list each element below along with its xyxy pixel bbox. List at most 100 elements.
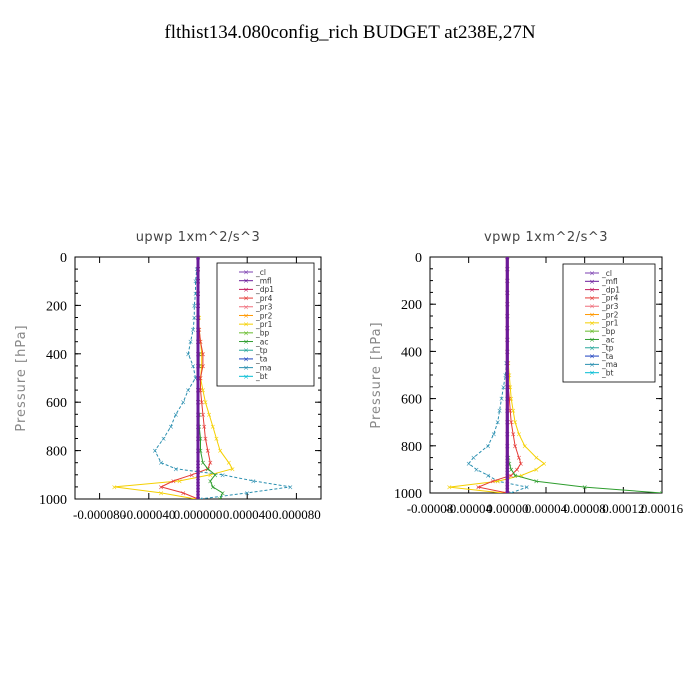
series-line-pr1 (449, 257, 545, 493)
series-point-ac: × (220, 489, 226, 497)
series-point-pr4: × (508, 472, 514, 480)
x-tick-label: 0.000080 (272, 507, 321, 522)
legend-entry: _pr4 (601, 294, 619, 303)
legend-entry: _tp (601, 344, 614, 353)
legend-marker: × (589, 319, 595, 327)
series-point-pr4: × (200, 362, 206, 370)
y-tick-label: 400 (401, 345, 422, 360)
series-point-mfl: × (504, 460, 510, 468)
series-point-mfl: × (504, 484, 510, 492)
legend-marker: × (589, 286, 595, 294)
chart-vpwp: vpwp 1xm^2/s^3 Pressure [hPa] 0 200 400 600 80… (369, 230, 684, 516)
y-tick-label: 800 (401, 440, 422, 455)
legend-entry: _bt (255, 372, 268, 381)
series-point-ma: × (250, 477, 256, 485)
legend-marker: × (243, 312, 249, 320)
legend-marker: × (243, 347, 249, 355)
series-point-mfl: × (504, 490, 510, 498)
series-point-ma: × (173, 411, 179, 419)
series-line-pr1 (114, 257, 234, 499)
series-point-mfl: × (195, 399, 201, 407)
series-point-pr4: × (510, 431, 516, 439)
series-point-mfl: × (195, 338, 201, 346)
series-point-ma: × (524, 484, 530, 492)
series-line-ma (154, 257, 291, 499)
series-point-pr4: × (158, 483, 164, 491)
series-point-ma: × (190, 362, 196, 370)
y-tick-label: 600 (46, 396, 67, 411)
series-point-mfl: × (504, 478, 510, 486)
series-point-mfl: × (504, 472, 510, 480)
legend-marker: × (243, 321, 249, 329)
legend-entry: _cl (601, 269, 612, 278)
x-tick-label: 0.00000 (486, 501, 528, 516)
series-point-mfl: × (195, 465, 201, 473)
legend-marker: × (243, 286, 249, 294)
legend-entry: _pr4 (255, 294, 273, 303)
legend-entry: _ma (255, 363, 272, 372)
series-point-ma: × (502, 372, 508, 380)
series-point-mfl: × (504, 419, 510, 427)
series-point-mfl: × (195, 266, 201, 274)
legend-entry: _pr1 (601, 319, 619, 328)
series-point-ac: × (198, 435, 204, 443)
series-point-ac: × (512, 472, 518, 480)
legend-marker: × (589, 344, 595, 352)
series-point-pr4: × (506, 395, 512, 403)
series-point-mfl: × (195, 278, 201, 286)
legend-entry: _bt (601, 368, 614, 377)
series-point-mfl: × (195, 375, 201, 383)
series-point-pr1: × (533, 454, 539, 462)
series-point-pr1: × (177, 477, 183, 485)
series-point-pr1: × (541, 460, 547, 468)
series-point-pr1: × (495, 478, 501, 486)
series-point-mfl: × (195, 423, 201, 431)
series-point-mfl: × (504, 454, 510, 462)
series-point-mfl: × (504, 442, 510, 450)
series-point-mfl: × (195, 387, 201, 395)
series-point-mfl: × (195, 302, 201, 310)
series-point-mfl: × (504, 360, 510, 368)
series-point-mfl: × (504, 466, 510, 474)
series-point-pr1: × (230, 465, 236, 473)
x-tick-label: 0.00012 (602, 501, 644, 516)
series-point-pr4: × (200, 411, 206, 419)
series-point-ma: × (193, 278, 199, 286)
series-point-ac: × (198, 447, 204, 455)
series-point-pr1: × (522, 442, 528, 450)
series-point-ma: × (173, 465, 179, 473)
series-point-mfl: × (504, 372, 510, 380)
series-point-mfl: × (504, 254, 510, 262)
y-tick-label: 400 (46, 348, 67, 363)
x-tick-label: 0.000000 (174, 507, 223, 522)
series-point-pr1: × (199, 350, 205, 358)
series-point-mfl: × (195, 483, 201, 491)
series-point-ma: × (193, 290, 199, 298)
series-point-pr4: × (205, 447, 211, 455)
series-point-ac: × (506, 460, 512, 468)
series-point-ma: × (185, 387, 191, 395)
legend-entry: _pr2 (601, 310, 619, 319)
series-point-pr4: × (199, 399, 205, 407)
series-point-pr4: × (198, 338, 204, 346)
series-point-ac: × (205, 465, 211, 473)
series-point-pr1: × (111, 483, 117, 491)
series-point-ma: × (501, 383, 507, 391)
series-point-mfl: × (195, 254, 201, 262)
series-point-pr1: × (193, 496, 199, 504)
series-point-mfl: × (195, 362, 201, 370)
legend-entry: _cl (255, 268, 266, 277)
series-point-ma: × (198, 496, 204, 504)
legend-entry: _ta (601, 352, 613, 361)
legend-entry: _bp (601, 327, 616, 336)
series-point-mfl: × (195, 471, 201, 479)
y-axis-label: Pressure [hPa] (14, 324, 29, 431)
series-point-mfl: × (504, 324, 510, 332)
series-point-ma: × (497, 407, 503, 415)
legend-marker: × (589, 336, 595, 344)
series-point-ac: × (212, 471, 218, 479)
series-point-mfl: × (504, 407, 510, 415)
series-point-ma: × (287, 483, 293, 491)
x-tick-label: 0.00008 (564, 501, 606, 516)
legend-marker: × (589, 270, 595, 278)
